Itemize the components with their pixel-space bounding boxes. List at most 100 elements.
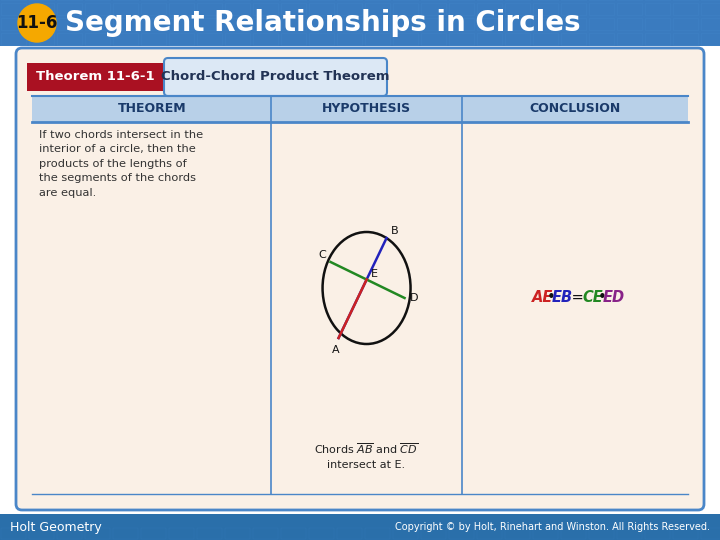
FancyBboxPatch shape — [16, 48, 704, 510]
Bar — [337, 18, 362, 30]
Text: Copyright © by Holt, Rinehart and Winston. All Rights Reserved.: Copyright © by Holt, Rinehart and Winsto… — [395, 522, 710, 532]
Bar — [281, 33, 306, 45]
Bar — [421, 33, 446, 45]
Bar — [225, 18, 250, 30]
Bar — [281, 3, 306, 15]
Bar — [197, 33, 222, 45]
Bar — [141, 33, 166, 45]
Bar — [561, 528, 586, 539]
Text: B: B — [390, 226, 398, 236]
Bar — [29, 33, 54, 45]
Bar — [32, 96, 688, 122]
Bar — [365, 3, 390, 15]
Bar — [645, 18, 670, 30]
Bar — [673, 33, 698, 45]
Text: •: • — [547, 291, 556, 306]
Text: CONCLUSION: CONCLUSION — [529, 103, 621, 116]
Bar — [393, 528, 418, 539]
Bar — [533, 528, 558, 539]
Text: Holt Geometry: Holt Geometry — [10, 521, 102, 534]
Bar — [701, 33, 720, 45]
Text: HYPOTHESIS: HYPOTHESIS — [322, 103, 411, 116]
Bar — [589, 33, 614, 45]
FancyBboxPatch shape — [27, 63, 164, 91]
Bar — [393, 33, 418, 45]
Bar — [673, 18, 698, 30]
Text: 11-6: 11-6 — [17, 14, 58, 32]
Bar — [533, 3, 558, 15]
Text: AE: AE — [532, 291, 553, 306]
Text: CE: CE — [583, 291, 603, 306]
Bar — [589, 18, 614, 30]
Bar — [393, 3, 418, 15]
Bar — [253, 18, 278, 30]
Bar — [85, 18, 110, 30]
Bar — [561, 3, 586, 15]
Bar — [421, 3, 446, 15]
Bar — [197, 3, 222, 15]
Bar — [85, 3, 110, 15]
Bar — [169, 528, 194, 539]
Bar — [85, 33, 110, 45]
Bar — [29, 3, 54, 15]
Bar — [645, 3, 670, 15]
Bar — [673, 528, 698, 539]
Text: ED: ED — [603, 291, 625, 306]
Bar — [449, 18, 474, 30]
Text: Chords $\overline{AB}$ and $\overline{CD}$: Chords $\overline{AB}$ and $\overline{CD… — [315, 441, 418, 456]
Bar — [477, 3, 502, 15]
Bar — [701, 18, 720, 30]
FancyBboxPatch shape — [164, 58, 387, 96]
Bar — [281, 528, 306, 539]
Bar — [309, 18, 334, 30]
Bar — [365, 18, 390, 30]
Bar — [337, 528, 362, 539]
Text: intersect at E.: intersect at E. — [328, 460, 405, 470]
Bar — [57, 33, 82, 45]
Bar — [1, 33, 26, 45]
Bar — [505, 18, 530, 30]
Bar — [701, 528, 720, 539]
Bar — [309, 528, 334, 539]
Bar — [57, 18, 82, 30]
Bar — [505, 3, 530, 15]
Bar — [449, 3, 474, 15]
Bar — [365, 528, 390, 539]
Text: =: = — [567, 291, 588, 306]
Text: A: A — [332, 345, 339, 355]
Bar — [281, 18, 306, 30]
Bar — [141, 528, 166, 539]
Bar — [141, 3, 166, 15]
Bar — [253, 528, 278, 539]
Bar — [29, 528, 54, 539]
Bar — [113, 528, 138, 539]
Bar — [449, 33, 474, 45]
Bar — [701, 3, 720, 15]
Bar — [0, 0, 720, 46]
Bar — [645, 528, 670, 539]
Bar — [169, 33, 194, 45]
Bar — [197, 528, 222, 539]
Bar — [617, 18, 642, 30]
Text: Segment Relationships in Circles: Segment Relationships in Circles — [65, 9, 580, 37]
Bar — [617, 33, 642, 45]
Bar — [169, 18, 194, 30]
Bar — [141, 18, 166, 30]
Bar — [253, 33, 278, 45]
Bar — [365, 33, 390, 45]
Bar — [169, 3, 194, 15]
Bar — [0, 514, 720, 540]
Bar — [1, 528, 26, 539]
Bar — [29, 18, 54, 30]
Text: D: D — [410, 293, 418, 303]
Bar — [113, 18, 138, 30]
Bar — [225, 528, 250, 539]
Bar — [589, 3, 614, 15]
Bar — [1, 18, 26, 30]
Bar — [337, 33, 362, 45]
Bar — [477, 528, 502, 539]
Bar — [113, 3, 138, 15]
Bar — [505, 528, 530, 539]
Text: THEOREM: THEOREM — [117, 103, 186, 116]
Text: C: C — [319, 250, 327, 260]
